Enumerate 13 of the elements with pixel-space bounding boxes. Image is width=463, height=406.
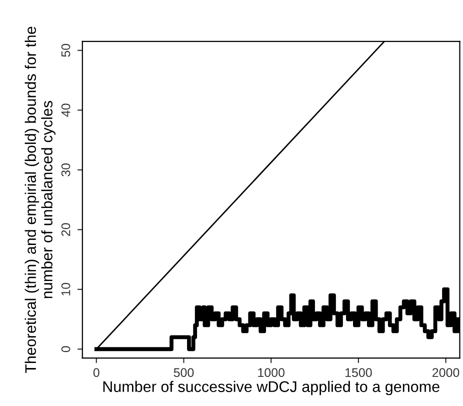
- y-tick-label: 20: [61, 223, 70, 236]
- y-tick-label: 0: [61, 346, 70, 352]
- x-tick-label: 0: [93, 368, 100, 377]
- y-tick-label: 50: [61, 44, 70, 57]
- y-axis-title: Theoretical (thin) and empirial (bold) bounds for the number of unbalanced cycles: [24, 26, 56, 374]
- x-tick-label: 500: [174, 368, 194, 377]
- x-tick-label: 2000: [432, 368, 460, 377]
- x-axis-title: Number of successive wDCJ applied to a genome: [103, 380, 440, 396]
- y-tick-label: 40: [61, 104, 70, 117]
- x-tick-label: 1000: [258, 368, 285, 377]
- y-tick-label: 10: [61, 282, 70, 296]
- y-tick-label: 30: [61, 163, 70, 176]
- x-tick-label: 1500: [345, 368, 372, 377]
